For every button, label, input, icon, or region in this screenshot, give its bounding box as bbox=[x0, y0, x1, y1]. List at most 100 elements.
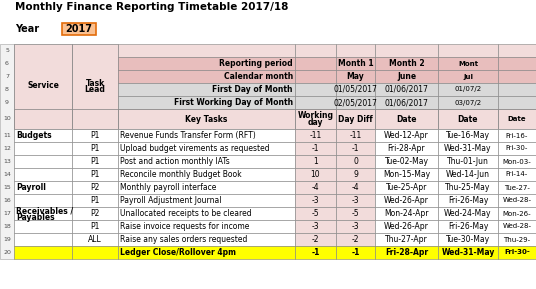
Text: 16: 16 bbox=[3, 198, 11, 203]
Bar bbox=[438, 129, 498, 142]
Text: 0: 0 bbox=[353, 157, 358, 166]
Bar bbox=[438, 207, 498, 220]
Text: Tue-30-May: Tue-30-May bbox=[446, 235, 490, 244]
Text: 2017: 2017 bbox=[65, 24, 93, 34]
Text: Wed-26-Apr: Wed-26-Apr bbox=[384, 222, 429, 231]
Text: -2: -2 bbox=[352, 235, 359, 244]
Bar bbox=[118, 207, 295, 220]
Bar bbox=[295, 181, 336, 194]
Bar bbox=[118, 155, 295, 168]
Text: 1: 1 bbox=[313, 157, 318, 166]
Text: Wed-31-May: Wed-31-May bbox=[441, 248, 495, 257]
Bar bbox=[375, 194, 438, 207]
Text: Raise invoice requests for income: Raise invoice requests for income bbox=[120, 222, 249, 231]
Text: -3: -3 bbox=[352, 196, 359, 205]
Bar bbox=[295, 70, 336, 83]
Bar bbox=[72, 181, 118, 194]
Bar bbox=[375, 83, 438, 96]
Text: Mon-03-: Mon-03- bbox=[503, 158, 531, 164]
Bar bbox=[72, 233, 118, 246]
Bar bbox=[295, 44, 336, 57]
Text: P1: P1 bbox=[90, 196, 100, 205]
Text: 9: 9 bbox=[5, 100, 9, 105]
Text: 01/06/2017: 01/06/2017 bbox=[384, 98, 428, 107]
Bar bbox=[498, 155, 536, 168]
Text: 10: 10 bbox=[3, 116, 11, 121]
Text: Budgets: Budgets bbox=[16, 131, 51, 140]
Bar bbox=[438, 57, 498, 70]
Text: -4: -4 bbox=[352, 183, 359, 192]
Text: -4: -4 bbox=[312, 183, 319, 192]
Bar bbox=[118, 57, 295, 70]
Text: Wed-12-Apr: Wed-12-Apr bbox=[384, 131, 429, 140]
Bar bbox=[295, 233, 336, 246]
Bar bbox=[14, 142, 72, 155]
Bar bbox=[295, 109, 336, 129]
Bar bbox=[72, 168, 118, 181]
Bar bbox=[118, 142, 295, 155]
Text: 7: 7 bbox=[5, 74, 9, 79]
Text: P1: P1 bbox=[90, 144, 100, 153]
Text: Day Diff: Day Diff bbox=[338, 114, 373, 123]
Text: Thu-01-Jun: Thu-01-Jun bbox=[447, 157, 489, 166]
Bar bbox=[375, 155, 438, 168]
Bar bbox=[72, 220, 118, 233]
Bar bbox=[72, 155, 118, 168]
Bar bbox=[375, 168, 438, 181]
Bar bbox=[336, 181, 375, 194]
Text: Wed-28-: Wed-28- bbox=[503, 223, 532, 229]
Text: First Working Day of Month: First Working Day of Month bbox=[174, 98, 293, 107]
Text: Wed-28-: Wed-28- bbox=[503, 197, 532, 203]
Text: Date: Date bbox=[396, 114, 417, 123]
Bar bbox=[498, 220, 536, 233]
Bar bbox=[375, 181, 438, 194]
Text: Tue-27-: Tue-27- bbox=[504, 184, 530, 190]
Text: Fri-28-Apr: Fri-28-Apr bbox=[388, 144, 425, 153]
Text: -3: -3 bbox=[352, 222, 359, 231]
Text: 15: 15 bbox=[3, 185, 11, 190]
Text: 18: 18 bbox=[3, 224, 11, 229]
Text: Month 2: Month 2 bbox=[389, 59, 425, 68]
Bar bbox=[295, 207, 336, 220]
Bar bbox=[498, 109, 536, 129]
Text: Thu-27-Apr: Thu-27-Apr bbox=[385, 235, 428, 244]
Text: 6: 6 bbox=[5, 61, 9, 66]
Bar bbox=[14, 155, 72, 168]
Bar bbox=[336, 96, 375, 109]
Bar bbox=[438, 44, 498, 57]
Bar bbox=[118, 233, 295, 246]
Bar bbox=[438, 70, 498, 83]
Text: Reconcile monthly Budget Book: Reconcile monthly Budget Book bbox=[120, 170, 242, 179]
Bar bbox=[14, 181, 72, 194]
Text: Upload budget virements as requested: Upload budget virements as requested bbox=[120, 144, 270, 153]
Text: P1: P1 bbox=[90, 222, 100, 231]
Bar bbox=[118, 194, 295, 207]
Bar bbox=[336, 109, 375, 129]
Bar bbox=[72, 207, 118, 220]
Text: 14: 14 bbox=[3, 172, 11, 177]
Text: Receivables /: Receivables / bbox=[16, 206, 73, 215]
Bar bbox=[336, 44, 375, 57]
Bar bbox=[14, 233, 72, 246]
Bar bbox=[118, 96, 295, 109]
Text: Raise any sales orders requested: Raise any sales orders requested bbox=[120, 235, 248, 244]
Text: First Day of Month: First Day of Month bbox=[212, 85, 293, 94]
Bar bbox=[375, 109, 438, 129]
Text: day: day bbox=[308, 118, 323, 127]
Bar bbox=[438, 155, 498, 168]
Bar bbox=[498, 207, 536, 220]
Bar bbox=[438, 181, 498, 194]
Text: -5: -5 bbox=[312, 209, 319, 218]
Text: -2: -2 bbox=[312, 235, 319, 244]
Bar bbox=[14, 246, 72, 259]
Bar bbox=[375, 57, 438, 70]
Text: Post and action monthly IATs: Post and action monthly IATs bbox=[120, 157, 230, 166]
Text: Wed-31-May: Wed-31-May bbox=[444, 144, 492, 153]
Bar bbox=[14, 109, 72, 129]
Text: Fri-30-: Fri-30- bbox=[506, 145, 528, 151]
Text: -3: -3 bbox=[312, 222, 319, 231]
Text: Thu-29-: Thu-29- bbox=[503, 236, 531, 242]
Bar bbox=[438, 109, 498, 129]
Bar bbox=[14, 207, 72, 220]
Text: Key Tasks: Key Tasks bbox=[185, 114, 228, 123]
